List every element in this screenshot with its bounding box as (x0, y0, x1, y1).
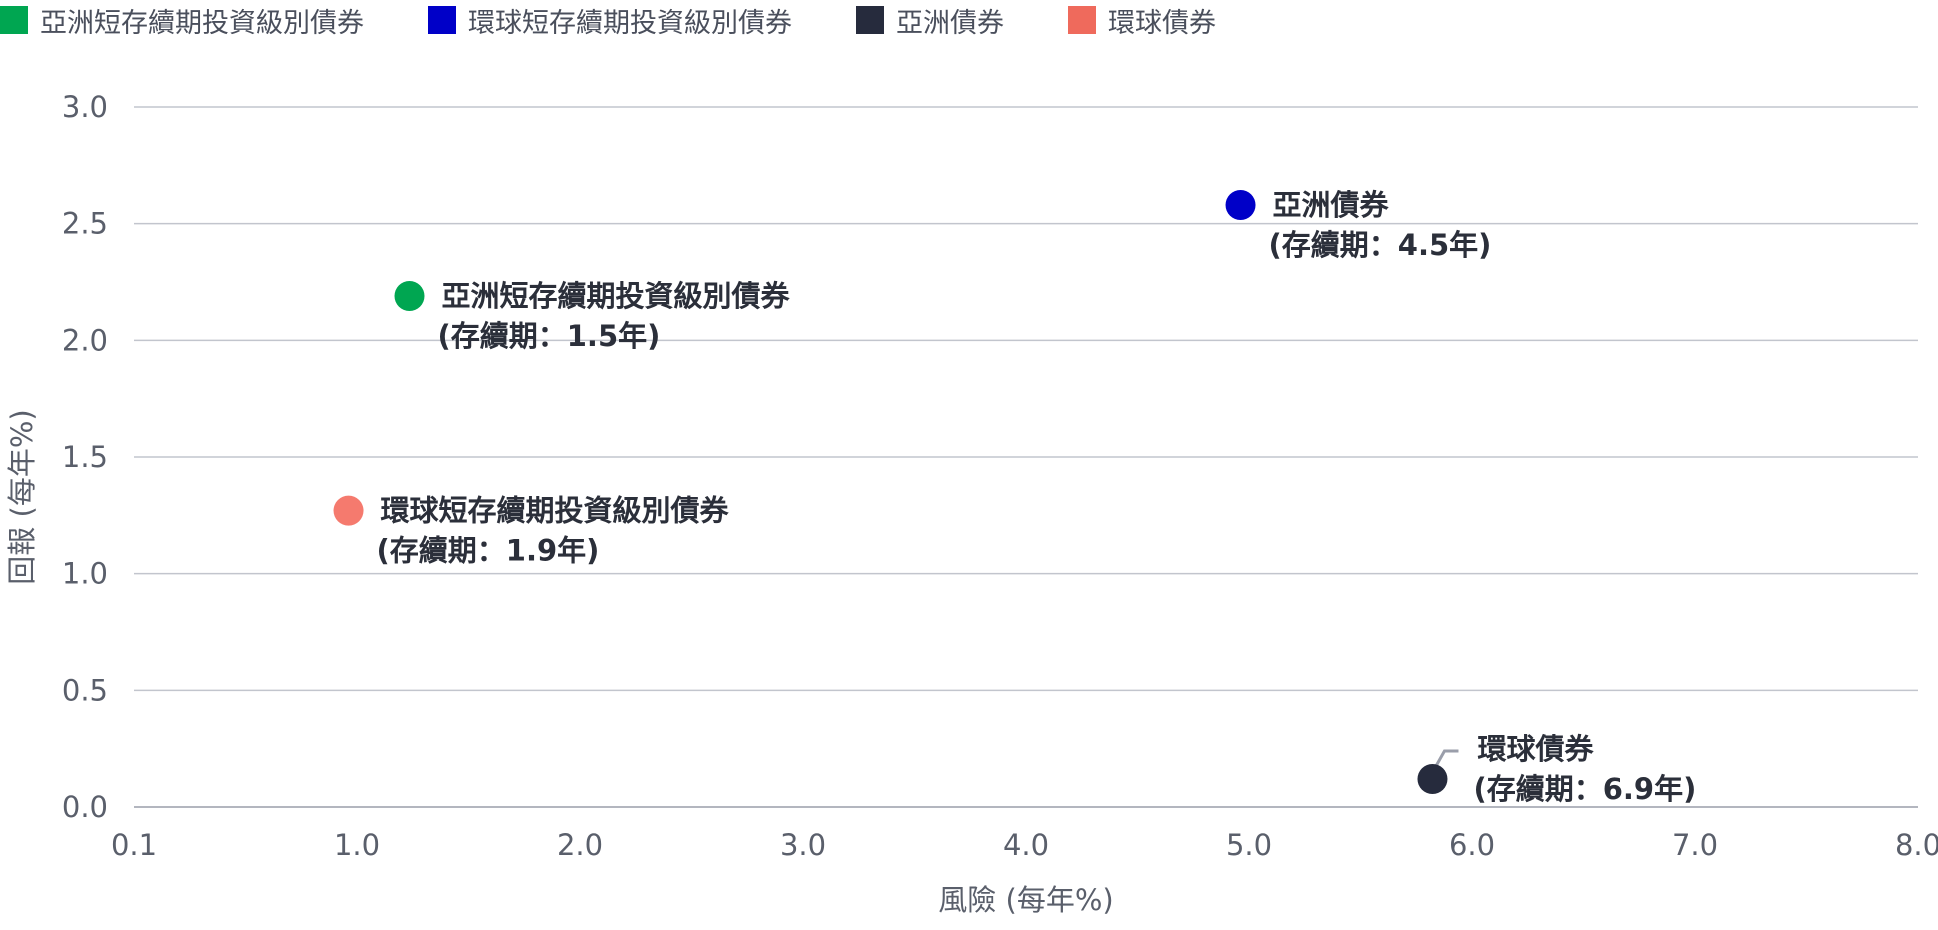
legend-swatch (856, 6, 884, 34)
y-tick-label: 2.0 (62, 323, 108, 357)
x-axis-title: 風險 (每年%) (938, 883, 1113, 917)
legend-swatch (428, 6, 456, 34)
y-tick-label: 2.5 (62, 207, 108, 241)
point-label-duration: (存續期：4.5年) (1269, 228, 1492, 262)
y-tick-label: 1.5 (62, 440, 108, 474)
point-label-name: 環球短存續期投資級別債券 (381, 494, 730, 528)
point-label-name: 亞洲短存續期投資級別債券 (442, 279, 791, 313)
point-label-duration: (存續期：1.9年) (377, 534, 600, 568)
x-axis-ticks: 0.1 1.0 2.0 3.0 4.0 5.0 6.0 7.0 8.0 (111, 828, 1938, 862)
chart-legend: 亞洲短存續期投資級別債券 環球短存續期投資級別債券 亞洲債券 環球債券 (0, 0, 1280, 40)
legend-item: 環球短存續期投資級別債券 (428, 1, 792, 40)
y-axis-ticks: 0.0 0.5 1.0 1.5 2.0 2.5 3.0 (62, 90, 108, 824)
point-label-duration: (存續期：1.5年) (438, 319, 661, 353)
x-tick-label: 6.0 (1449, 828, 1495, 862)
legend-swatch (1068, 6, 1096, 34)
legend-label: 環球短存續期投資級別債券 (468, 7, 792, 39)
data-point (333, 495, 364, 526)
x-tick-label: 5.0 (1226, 828, 1272, 862)
legend-label: 亞洲債券 (896, 7, 1004, 39)
data-point (394, 281, 425, 311)
x-tick-label: 1.0 (334, 828, 380, 862)
grid-lines (134, 106, 1918, 808)
legend-swatch (0, 6, 28, 34)
x-tick-label: 7.0 (1672, 828, 1718, 862)
y-tick-label: 3.0 (62, 90, 108, 124)
legend-item: 亞洲債券 (856, 1, 1004, 40)
point-label-name: 亞洲債券 (1273, 188, 1390, 222)
x-tick-label: 4.0 (1003, 828, 1049, 862)
x-tick-label: 8.0 (1895, 828, 1938, 862)
point-label-name: 環球債券 (1477, 732, 1594, 766)
legend-item: 環球債券 (1068, 1, 1216, 40)
x-tick-label: 3.0 (780, 828, 826, 862)
label-leader-line (1434, 749, 1459, 768)
x-tick-label: 2.0 (557, 828, 603, 862)
data-point (1417, 764, 1448, 794)
y-tick-label: 0.5 (62, 673, 108, 707)
y-axis-title: 回報 (每年%) (5, 409, 39, 584)
x-tick-label: 0.1 (111, 828, 157, 862)
point-label-duration: (存續期：6.9年) (1473, 772, 1696, 806)
data-points: 亞洲短存續期投資級別債券 (存續期：1.5年) 環球短存續期投資級別債券 (存續期：1… (333, 188, 1696, 806)
legend-label: 亞洲短存續期投資級別債券 (40, 7, 364, 39)
y-tick-label: 0.0 (62, 790, 108, 824)
y-tick-label: 1.0 (62, 557, 108, 591)
legend-item: 亞洲短存續期投資級別債券 (0, 1, 364, 40)
data-point (1225, 190, 1256, 220)
legend-label: 環球債券 (1108, 7, 1216, 39)
